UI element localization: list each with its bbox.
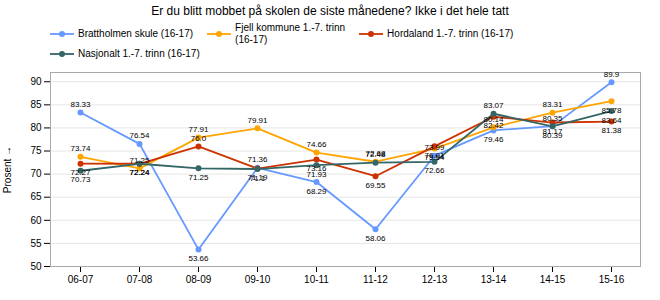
- svg-text:14-15: 14-15: [540, 274, 566, 285]
- svg-text:12-13: 12-13: [422, 274, 448, 285]
- svg-text:83.31: 83.31: [542, 100, 563, 109]
- svg-text:72.24: 72.24: [129, 168, 150, 177]
- svg-text:15-16: 15-16: [599, 274, 625, 285]
- svg-text:76.54: 76.54: [129, 131, 150, 140]
- svg-text:72.24: 72.24: [129, 168, 150, 177]
- html-text:Brattholmen skule (16-17): Brattholmen skule (16-17): [78, 28, 194, 39]
- svg-text:82.42: 82.42: [483, 121, 504, 130]
- svg-text:58.06: 58.06: [365, 234, 386, 243]
- svg-text:89.9: 89.9: [604, 70, 620, 79]
- svg-text:76.01: 76.01: [424, 151, 445, 160]
- svg-text:74.66: 74.66: [306, 140, 327, 149]
- svg-text:70: 70: [30, 168, 42, 179]
- svg-text:72.48: 72.48: [365, 150, 386, 159]
- svg-text:80: 80: [30, 122, 42, 133]
- svg-text:72.27: 72.27: [70, 168, 91, 178]
- svg-text:60: 60: [30, 215, 42, 226]
- svg-text:68.29: 68.29: [306, 187, 327, 196]
- svg-text:71.25: 71.25: [129, 156, 150, 165]
- svg-text:73.74: 73.74: [70, 144, 91, 153]
- svg-text:69.55: 69.55: [365, 181, 386, 190]
- html-text:Nasjonalt 1.-7. trinn (16-17): Nasjonalt 1.-7. trinn (16-17): [78, 48, 200, 59]
- svg-text:75: 75: [30, 145, 42, 156]
- svg-text:71.25: 71.25: [188, 173, 209, 182]
- html-text:Hordaland 1.-7. trinn (16-17): Hordaland 1.-7. trinn (16-17): [387, 28, 514, 39]
- svg-text:73.99: 73.99: [424, 143, 445, 153]
- svg-text:72.68: 72.68: [365, 149, 386, 158]
- svg-text:85.78: 85.78: [601, 106, 622, 115]
- svg-text:79.91: 79.91: [247, 116, 268, 125]
- svg-text:70.73: 70.73: [70, 175, 91, 184]
- svg-text:Prosent →: Prosent →: [2, 146, 13, 193]
- svg-text:90: 90: [30, 76, 42, 87]
- svg-text:71.36: 71.36: [247, 155, 268, 164]
- svg-text:06-07: 06-07: [68, 274, 94, 285]
- svg-text:13-14: 13-14: [481, 274, 507, 285]
- svg-text:11-12: 11-12: [363, 274, 388, 285]
- svg-text:73.16: 73.16: [306, 164, 327, 174]
- svg-text:72.66: 72.66: [424, 166, 445, 175]
- svg-text:10-11: 10-11: [304, 274, 329, 285]
- svg-text:08-09: 08-09: [186, 274, 212, 285]
- svg-text:50: 50: [30, 261, 42, 272]
- svg-text:79.46: 79.46: [483, 135, 504, 144]
- svg-text:76.0: 76.0: [191, 134, 207, 143]
- svg-text:71.1: 71.1: [250, 174, 266, 183]
- svg-text:53.66: 53.66: [188, 254, 209, 263]
- svg-text:80.14: 80.14: [483, 114, 504, 124]
- svg-text:85: 85: [30, 99, 42, 110]
- svg-text:77.91: 77.91: [188, 125, 209, 134]
- svg-text:83.33: 83.33: [70, 100, 91, 109]
- svg-text:09-10: 09-10: [245, 274, 271, 285]
- svg-text:83.07: 83.07: [483, 101, 504, 110]
- svg-text:71.19: 71.19: [247, 173, 268, 182]
- svg-text:65: 65: [30, 191, 42, 202]
- svg-text:55: 55: [30, 238, 42, 249]
- svg-text:71.93: 71.93: [306, 170, 327, 179]
- svg-text:80.35: 80.35: [542, 114, 563, 123]
- svg-text:81.38: 81.38: [601, 126, 622, 135]
- svg-text:83.64: 83.64: [601, 116, 622, 125]
- svg-text:81.17: 81.17: [542, 127, 563, 136]
- html-text:Fjell kommune 1.-7. trinn (16-: Fjell kommune 1.-7. trinn (16-17): [235, 22, 346, 45]
- html-text:Er du blitt mobbet på skolen d: Er du blitt mobbet på skolen de siste må…: [151, 4, 509, 18]
- svg-text:07-08: 07-08: [127, 274, 153, 285]
